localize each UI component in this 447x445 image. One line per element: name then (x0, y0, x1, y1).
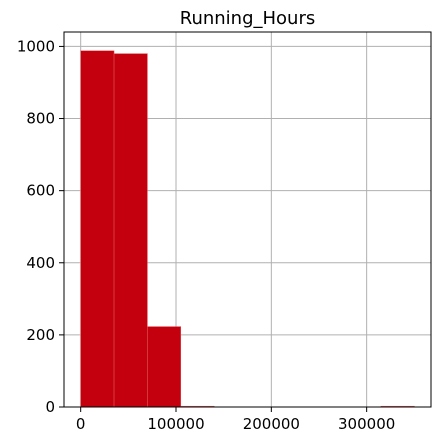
histogram-bar-1 (113, 53, 148, 408)
y-tick-label-2: 400 (26, 254, 55, 272)
y-tick-label-3: 600 (26, 182, 55, 200)
chart-title: Running_Hours (180, 8, 316, 29)
y-axis: 0 200 400 600 800 1000 (17, 37, 64, 416)
x-tick-label-0: 0 (76, 415, 86, 433)
y-tick-label-0: 0 (45, 398, 55, 416)
x-tick-label-3: 300000 (338, 415, 395, 433)
x-tick-label-1: 100000 (147, 415, 204, 433)
y-tick-label-5: 1000 (17, 37, 55, 55)
histogram-bar-0 (80, 50, 115, 408)
x-tick-label-2: 200000 (243, 415, 300, 433)
plot-frame (63, 31, 432, 408)
bars (80, 50, 415, 408)
x-axis: 0 100000 200000 300000 (76, 407, 395, 433)
histogram-bar-2 (147, 326, 182, 408)
y-tick-label-4: 800 (26, 110, 55, 128)
y-tick-label-1: 200 (26, 326, 55, 344)
